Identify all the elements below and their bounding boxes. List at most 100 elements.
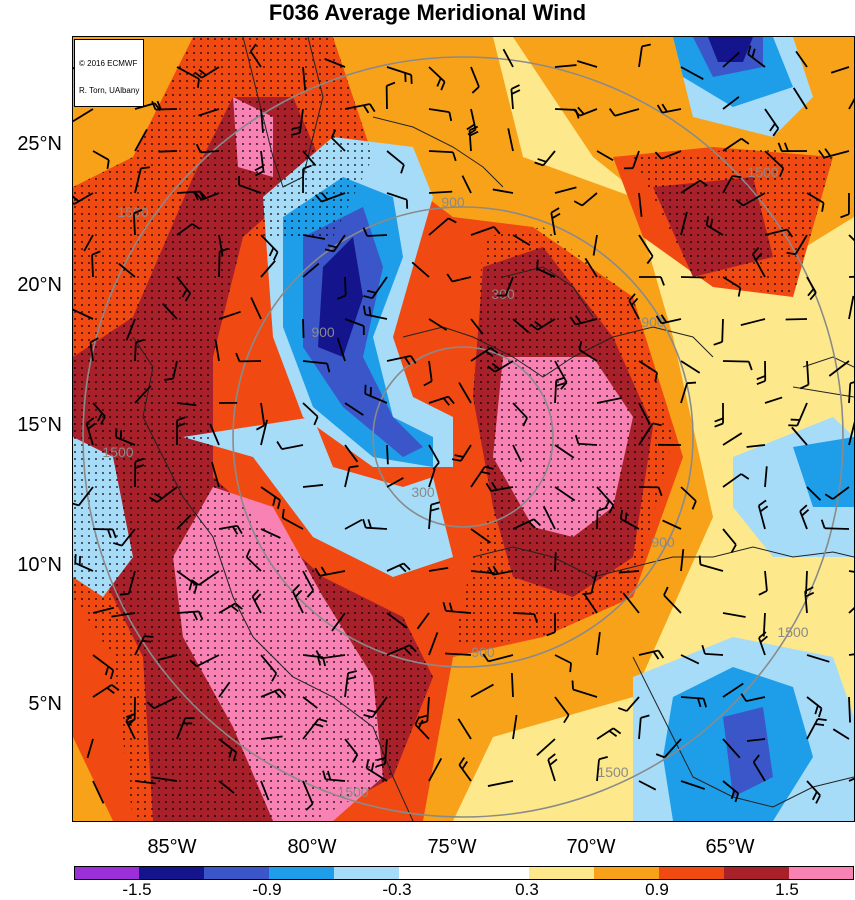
wind-barb xyxy=(496,276,514,297)
wind-barb xyxy=(806,780,821,804)
wind-barb xyxy=(255,402,266,431)
coastline xyxy=(802,356,854,368)
wind-barb xyxy=(302,696,318,709)
wind-barb xyxy=(722,473,750,488)
wind-barb xyxy=(428,567,449,572)
wind-barb xyxy=(502,48,514,68)
wind-barb xyxy=(428,318,448,331)
wind-barb xyxy=(73,108,94,123)
wind-barb xyxy=(512,402,528,427)
wind-barb xyxy=(260,654,278,682)
wind-barb xyxy=(638,402,651,425)
wind-barb xyxy=(376,738,388,768)
wind-barb xyxy=(547,753,558,782)
range-ring-label: 300 xyxy=(491,286,515,302)
wind-barb xyxy=(584,257,598,278)
wind-barb xyxy=(582,570,598,596)
wind-barb xyxy=(848,234,854,242)
wind-barb xyxy=(428,757,443,782)
wind-barb xyxy=(512,518,542,530)
wind-barb xyxy=(680,381,697,404)
wind-barb xyxy=(470,66,480,94)
wind-barb xyxy=(662,519,682,530)
wind-barb xyxy=(806,654,830,663)
wind-barb xyxy=(260,486,281,510)
wind-barb xyxy=(151,100,178,111)
wind-barb xyxy=(86,738,94,759)
wind-barb xyxy=(722,682,744,698)
coastline xyxy=(472,546,854,578)
range-ring-layer: 3003009009009009009001500150015001500150… xyxy=(82,56,844,818)
wind-barb xyxy=(680,549,685,572)
wind-barb xyxy=(512,612,538,623)
wind-barb xyxy=(134,128,148,152)
wind-barb xyxy=(302,262,320,278)
range-ring-label: 900 xyxy=(471,644,495,660)
wind-barb xyxy=(386,644,417,656)
wind-barb xyxy=(148,486,178,503)
wind-barb xyxy=(470,226,501,236)
wind-contour-region xyxy=(708,37,753,62)
wind-barb xyxy=(735,192,766,207)
wind-barb xyxy=(85,417,96,446)
wind-barb xyxy=(746,738,766,742)
wind-barb xyxy=(596,727,622,740)
lat-label-25n: 25°N xyxy=(17,133,62,155)
wind-barb xyxy=(747,45,766,68)
wind-barb xyxy=(211,461,220,488)
wind-barb xyxy=(722,137,750,152)
wind-barb xyxy=(572,106,598,117)
wind-barb xyxy=(386,612,408,629)
wind-barb xyxy=(118,262,136,278)
wind-barb xyxy=(362,518,388,530)
wind-barb xyxy=(92,528,117,539)
wind-barb xyxy=(554,64,577,68)
wind-barb xyxy=(336,337,346,362)
colorbar-label-5: 0.9 xyxy=(645,880,669,899)
stipple-region xyxy=(453,227,673,647)
wind-barb xyxy=(451,444,472,462)
wind-barb xyxy=(218,681,231,698)
wind-barb xyxy=(746,444,766,448)
range-ring-label: 1500 xyxy=(337,784,368,800)
wind-barb xyxy=(542,505,556,530)
wind-barb xyxy=(322,770,346,782)
colorbar-outline xyxy=(74,866,854,880)
wind-barb xyxy=(134,338,145,362)
wind-barb xyxy=(705,216,724,236)
wind-barb xyxy=(596,756,608,782)
coastline xyxy=(372,116,504,188)
wind-barb xyxy=(482,653,514,663)
wind-barb xyxy=(596,397,622,404)
stipple-region xyxy=(633,147,833,297)
lat-label-15n: 15°N xyxy=(17,414,62,436)
wind-barb xyxy=(795,50,808,68)
wind-barb xyxy=(324,234,346,253)
wind-barb xyxy=(260,528,281,539)
wind-barb xyxy=(245,548,262,572)
wind-barb xyxy=(470,528,491,544)
wind-barb xyxy=(428,108,453,122)
wind-barb xyxy=(457,718,472,740)
wind-barb xyxy=(764,150,785,177)
lon-label-65w: 65°W xyxy=(705,836,755,858)
wind-barb xyxy=(302,150,317,167)
wind-barb xyxy=(83,234,94,252)
wind-barb xyxy=(608,108,640,117)
colorbar-swatch xyxy=(269,866,335,880)
wind-barb xyxy=(119,570,136,596)
wind-barb xyxy=(292,584,304,614)
wind-barb xyxy=(680,276,704,279)
wind-barb xyxy=(260,735,283,740)
wind-barb xyxy=(134,166,150,194)
wind-barb xyxy=(848,381,854,404)
colorbar-swatch xyxy=(789,866,854,880)
wind-barb xyxy=(680,211,688,236)
wind-barb xyxy=(848,421,854,446)
wind-barb xyxy=(302,66,307,91)
wind-barb xyxy=(777,142,808,153)
wind-barb xyxy=(830,66,850,74)
colorbar-swatch xyxy=(204,866,270,880)
wind-barb xyxy=(487,780,514,787)
wind-barb xyxy=(157,654,178,661)
